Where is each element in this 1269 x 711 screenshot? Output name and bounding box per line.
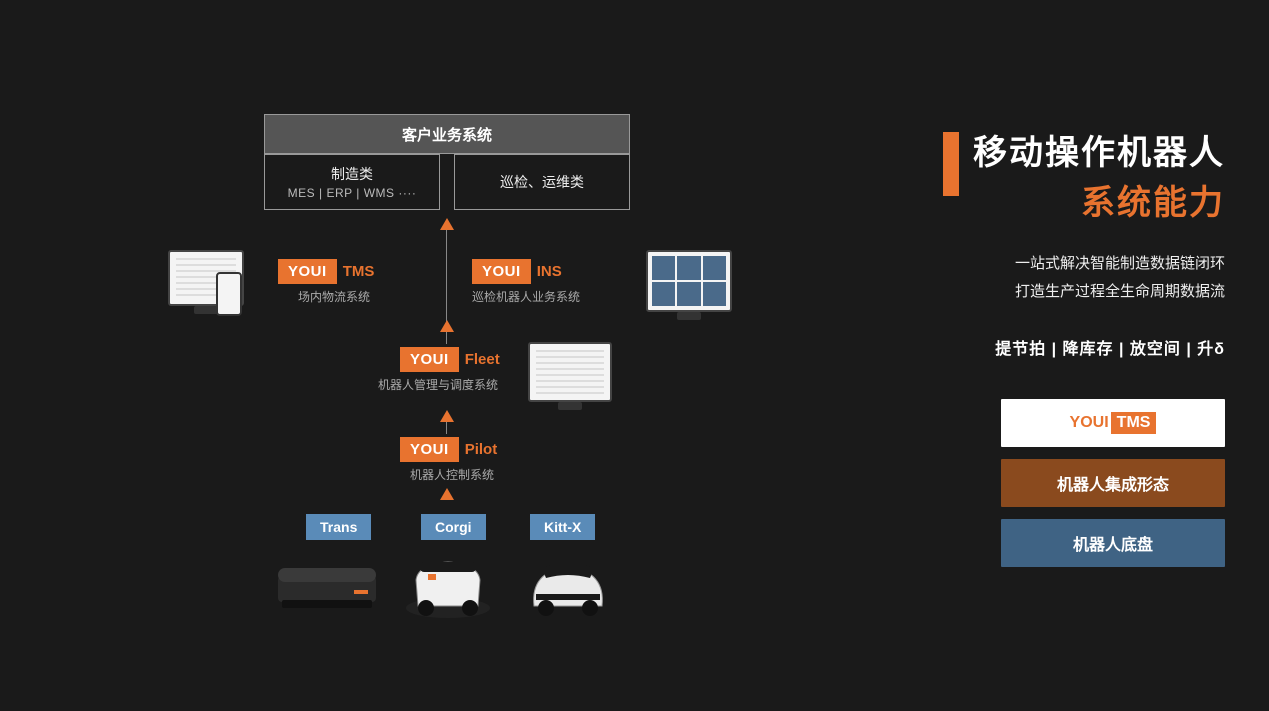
youi-brand-label: YOUI <box>400 437 459 462</box>
monitor-icon <box>528 342 612 402</box>
robot-kittx-icon <box>518 550 618 622</box>
stack-card-tms: YOUI TMS <box>1001 399 1225 447</box>
robot-trans-icon <box>272 550 382 614</box>
youi-fleet-badge: YOUI Fleet <box>400 344 500 374</box>
youi-ins-badge: YOUI INS <box>472 256 562 286</box>
robot-chip-trans: Trans <box>306 514 371 540</box>
card-tms-brand: YOUI <box>1070 414 1109 432</box>
robot-chip-corgi: Corgi <box>421 514 486 540</box>
tms-label: TMS <box>343 263 375 280</box>
manufacturing-title: 制造类 <box>331 164 373 184</box>
robot-chip-kittx: Kitt-X <box>530 514 595 540</box>
youi-brand-label: YOUI <box>278 259 337 284</box>
manufacturing-sub: MES | ERP | WMS ···· <box>288 186 417 200</box>
benefit-tags: 提节拍 | 降库存 | 放空间 | 升δ <box>865 335 1225 359</box>
page-title-line1: 移动操作机器人 <box>973 132 1225 175</box>
description-line1: 一站式解决智能制造数据链闭环 <box>865 250 1225 279</box>
arrow-up-icon <box>440 320 454 332</box>
monitor-icon <box>646 250 732 312</box>
stack-card-integration: 机器人集成形态 <box>1001 459 1225 507</box>
title-panel: 移动操作机器人 系统能力 一站式解决智能制造数据链闭环 打造生产过程全生命周期数… <box>865 132 1225 567</box>
youi-brand-label: YOUI <box>400 347 459 372</box>
arrow-up-icon <box>440 218 454 230</box>
arrow-up-icon <box>440 410 454 422</box>
robot-corgi-icon <box>398 550 498 622</box>
connector-line <box>446 332 447 344</box>
ins-subtitle: 巡检机器人业务系统 <box>472 288 580 305</box>
customer-system-inspection: 巡检、运维类 <box>454 154 630 210</box>
stack-card-base: 机器人底盘 <box>1001 519 1225 567</box>
connector-line <box>446 230 447 334</box>
pilot-subtitle: 机器人控制系统 <box>410 466 494 483</box>
page-title-line2: 系统能力 <box>973 175 1225 224</box>
inspection-title: 巡检、运维类 <box>500 172 584 192</box>
fleet-label: Fleet <box>465 351 500 368</box>
customer-system-manufacturing: 制造类 MES | ERP | WMS ···· <box>264 154 440 210</box>
tms-subtitle: 场内物流系统 <box>298 288 370 305</box>
youi-pilot-badge: YOUI Pilot <box>400 434 497 464</box>
architecture-diagram: 客户业务系统 制造类 MES | ERP | WMS ···· 巡检、运维类 Y… <box>0 0 760 711</box>
customer-system-header: 客户业务系统 <box>264 114 630 154</box>
youi-brand-label: YOUI <box>472 259 531 284</box>
card-tms-name: TMS <box>1111 412 1157 434</box>
phone-icon <box>216 272 242 316</box>
connector-line <box>446 422 447 434</box>
accent-bar <box>943 132 959 196</box>
pilot-label: Pilot <box>465 441 498 458</box>
arrow-up-icon <box>440 488 454 500</box>
description-line2: 打造生产过程全生命周期数据流 <box>865 278 1225 307</box>
fleet-subtitle: 机器人管理与调度系统 <box>378 376 498 393</box>
ins-label: INS <box>537 263 562 280</box>
youi-tms-badge: YOUI TMS <box>278 256 374 286</box>
